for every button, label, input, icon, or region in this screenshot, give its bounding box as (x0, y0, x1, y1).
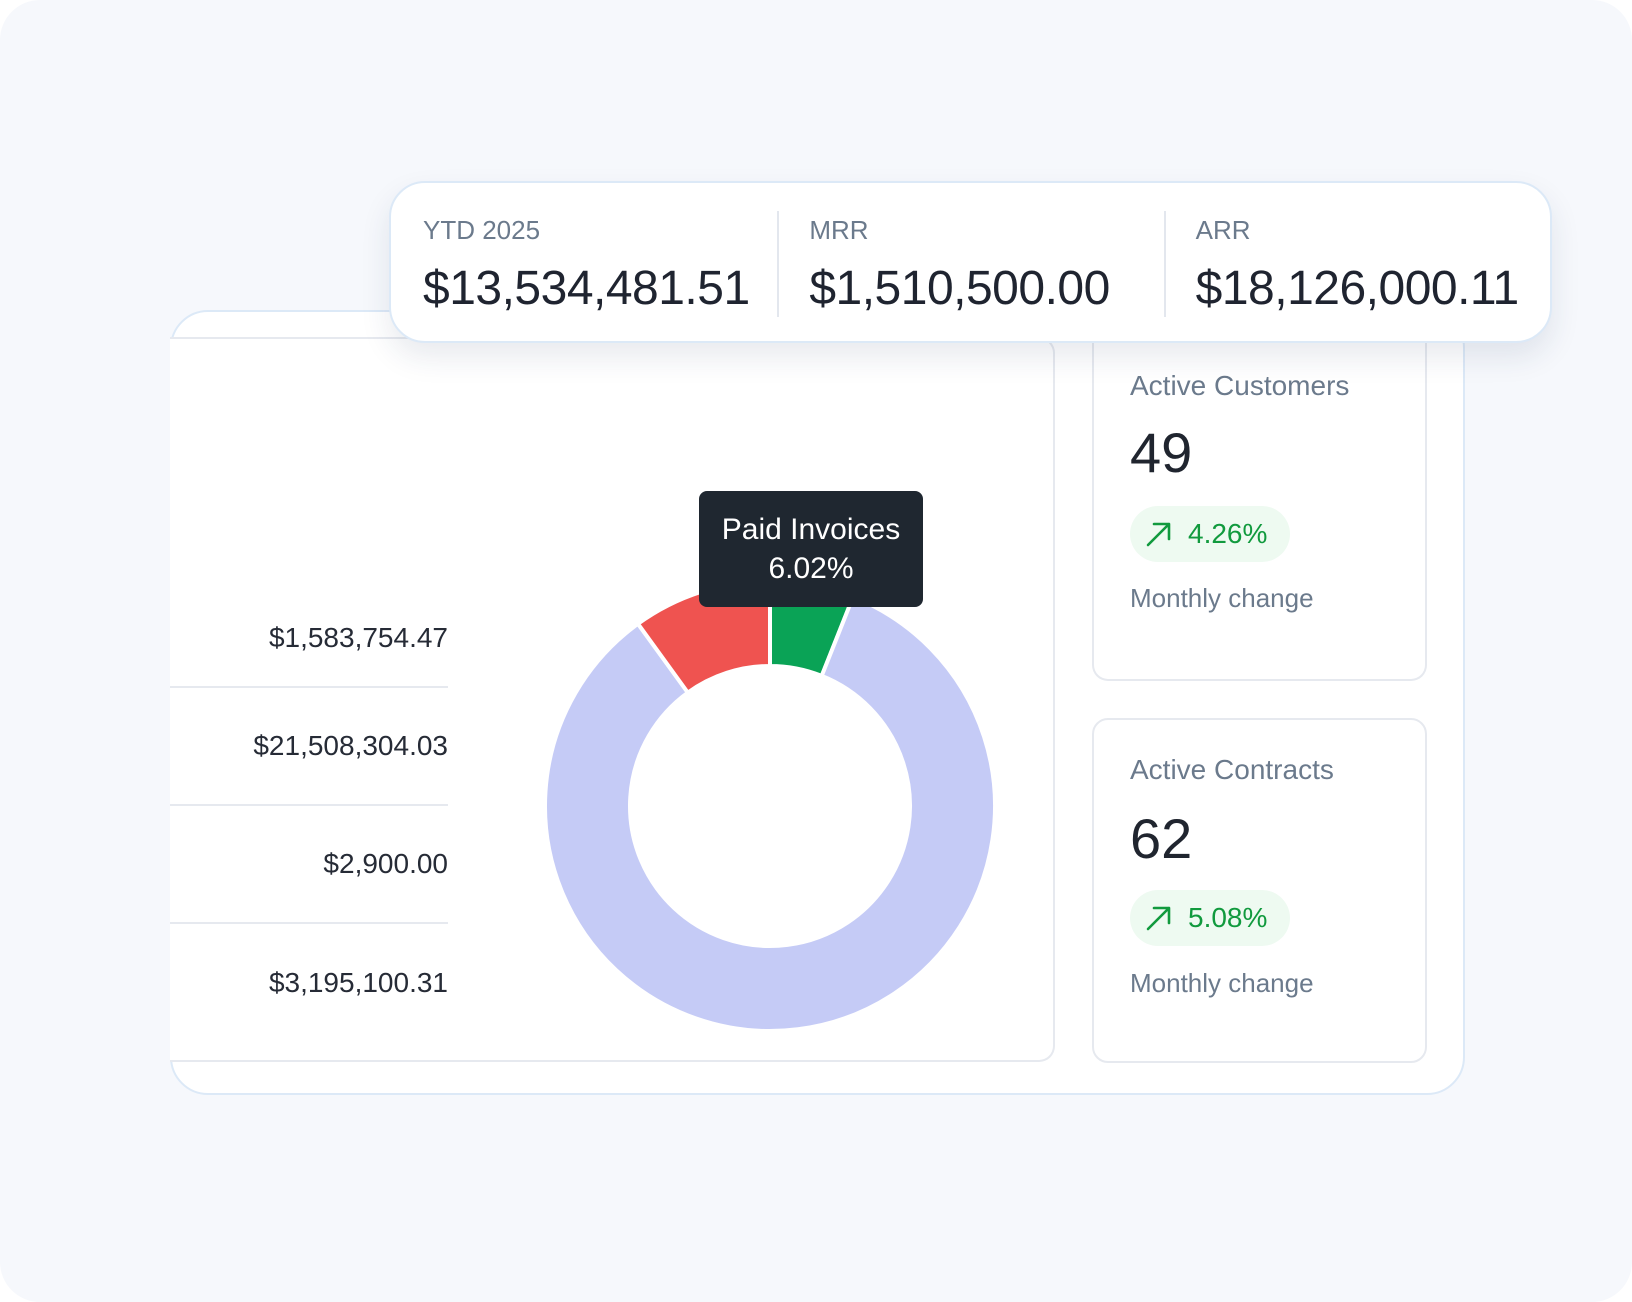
change-badge: 4.26% (1130, 506, 1290, 562)
arrow-up-right-icon (1146, 906, 1171, 931)
list-item: $1,583,754.47 (170, 590, 448, 688)
stat-value: 62 (1130, 807, 1193, 870)
kpi-label: YTD 2025 (423, 215, 541, 245)
tooltip-value: 6.02% (768, 552, 854, 585)
arrow-up-right-icon (1146, 522, 1171, 547)
donut-slice-1[interactable] (543, 594, 997, 1033)
kpi-value: $13,534,481.51 (423, 262, 750, 315)
donut-chart[interactable] (540, 576, 1000, 1036)
tooltip-label: Paid Invoices (721, 513, 901, 546)
kpi-value: $18,126,000.11 (1195, 262, 1520, 315)
stat-subtitle: Monthly change (1130, 968, 1314, 998)
list-item: $21,508,304.03 (170, 688, 448, 806)
change-badge: 5.08% (1130, 890, 1290, 946)
list-item-value: $2,900.00 (323, 848, 448, 879)
value-list: $1,583,754.47 $21,508,304.03 $2,900.00 $… (170, 590, 448, 1042)
change-value: 4.26% (1188, 518, 1268, 549)
kpi-bar: YTD 2025 $13,534,481.51 MRR $1,510,500.0… (389, 181, 1552, 343)
kpi-value: $1,510,500.00 (809, 262, 1110, 315)
chart-tooltip: Paid Invoices 6.02% (699, 491, 923, 607)
stat-value: 49 (1130, 421, 1193, 484)
kpi-label: ARR (1195, 215, 1251, 245)
active-customers-card: Active Customers 49 4.26% Monthly change (1092, 335, 1427, 681)
kpi-mrr: MRR $1,510,500.00 (777, 183, 1163, 341)
kpi-label: MRR (809, 215, 869, 245)
list-item-value: $1,583,754.47 (268, 622, 448, 653)
list-item-value: $21,508,304.03 (253, 730, 448, 761)
list-item: $2,900.00 (170, 806, 448, 924)
stat-subtitle: Monthly change (1130, 583, 1314, 613)
active-contracts-card: Active Contracts 62 5.08% Monthly change (1092, 718, 1427, 1063)
stat-title: Active Customers (1130, 370, 1350, 401)
list-item-value: $3,195,100.31 (268, 967, 448, 998)
kpi-arr: ARR $18,126,000.11 (1163, 183, 1550, 341)
change-value: 5.08% (1188, 902, 1268, 933)
list-item: $3,195,100.31 (170, 924, 448, 1042)
stat-title: Active Contracts (1130, 754, 1334, 785)
kpi-ytd: YTD 2025 $13,534,481.51 (391, 183, 777, 341)
